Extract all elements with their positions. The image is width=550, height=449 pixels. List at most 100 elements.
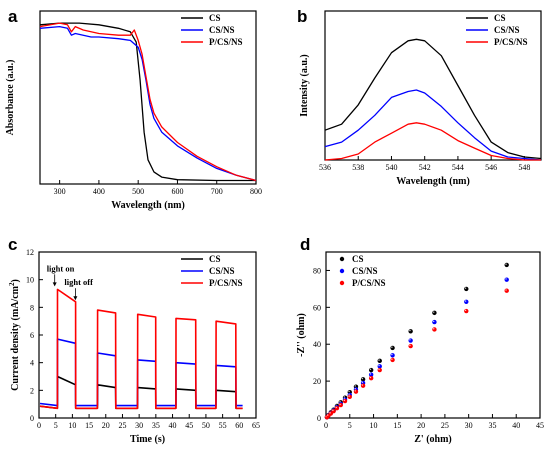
x-tick-label: 538 <box>352 163 364 172</box>
legend-label: CS <box>352 254 364 264</box>
legend-marker <box>339 268 345 274</box>
legend-label: CS/NS <box>209 25 235 35</box>
legend-marker <box>339 256 345 262</box>
data-point-highlight <box>343 396 346 398</box>
x-tick-label: 50 <box>202 421 210 430</box>
data-point <box>408 329 413 334</box>
x-tick-label: 35 <box>152 421 160 430</box>
panel-letter: d <box>300 235 310 254</box>
data-point-highlight <box>378 364 380 367</box>
x-tick-label: 35 <box>488 421 496 430</box>
x-tick-label: 542 <box>419 163 431 172</box>
data-point <box>390 357 395 363</box>
data-point-highlight <box>433 328 435 330</box>
panel-letter: b <box>297 7 307 26</box>
y-tick-label: 4 <box>30 359 34 368</box>
x-tick-label: 40 <box>512 421 520 430</box>
data-point <box>360 383 366 388</box>
data-point <box>464 299 469 304</box>
series-line-2 <box>39 22 257 182</box>
x-tick-label: 10 <box>68 421 76 430</box>
data-point-highlight <box>409 344 411 347</box>
data-point-highlight <box>409 339 411 341</box>
y-axis-label-close: ) <box>10 279 21 282</box>
data-point-highlight <box>464 300 467 302</box>
x-tick-label: 0 <box>37 421 41 430</box>
series-line-2 <box>324 122 541 161</box>
x-tick-label: 544 <box>452 163 464 172</box>
data-point <box>338 402 343 408</box>
x-tick-label: 800 <box>250 187 262 196</box>
data-point-highlight <box>378 359 380 361</box>
legend-label: P/CS/NS <box>209 278 243 288</box>
data-point-highlight <box>361 377 364 380</box>
legend-label: P/CS/NS <box>494 37 528 47</box>
x-tick-label: 548 <box>518 163 530 172</box>
data-point <box>377 367 382 373</box>
data-point <box>390 353 395 358</box>
data-point <box>331 408 336 414</box>
x-tick-label: 45 <box>536 421 544 430</box>
x-tick-label: 600 <box>171 187 183 196</box>
panel-letter: a <box>8 7 18 26</box>
data-point <box>377 358 382 364</box>
plot-frame <box>39 10 257 185</box>
data-point-highlight <box>354 390 356 392</box>
data-point-highlight <box>391 353 393 356</box>
data-point-highlight <box>369 368 372 371</box>
data-point <box>464 286 469 292</box>
data-point-highlight <box>354 388 356 390</box>
x-tick-label: 65 <box>252 421 260 430</box>
series-line-0 <box>39 22 256 182</box>
data-point-highlight <box>361 381 364 383</box>
panel-letter: c <box>8 235 17 254</box>
x-tick-label: 15 <box>85 421 93 430</box>
data-point-highlight <box>391 358 393 360</box>
x-axis-label: Wavelength (nm) <box>396 176 470 187</box>
data-point <box>342 398 348 404</box>
data-point-highlight <box>348 395 350 397</box>
x-tick-label: 500 <box>132 187 144 196</box>
panel-a: a 300 400 500 600 700 800 Wavelength (nm) Absorb… <box>5 7 262 211</box>
panel-d: d 0 5 10 15 20 25 30 35 40 45 0 20 40 60 80 Z' (ohm) -Z''… <box>296 235 544 445</box>
y-axis-label: -Z'' (ohm) <box>296 313 307 357</box>
data-point-highlight <box>505 278 507 280</box>
data-point-highlight <box>361 384 364 386</box>
x-tick-label: 400 <box>93 187 105 196</box>
x-axis-label: Z' (ohm) <box>414 434 452 445</box>
data-point <box>368 367 374 373</box>
x-tick-label: 30 <box>135 421 143 430</box>
annotation-label: light off <box>64 277 93 287</box>
y-tick-label: 60 <box>313 303 321 312</box>
data-point-highlight <box>505 289 507 291</box>
data-point-highlight <box>348 390 350 393</box>
x-axis-label: Time (s) <box>130 434 165 445</box>
y-tick-label: 2 <box>30 386 34 395</box>
annotation-arrowhead <box>73 296 78 301</box>
data-point <box>390 345 395 351</box>
y-axis-label: Current density (mA/cm2) <box>8 279 21 391</box>
y-axis-label-text: Current density (mA/cm <box>10 285 21 390</box>
y-axis-label: Intensity (a.u.) <box>299 54 310 117</box>
data-point-highlight <box>433 320 435 323</box>
data-point-highlight <box>343 399 346 402</box>
data-point <box>347 394 352 399</box>
data-point-highlight <box>369 373 372 375</box>
data-point <box>432 319 437 325</box>
x-tick-label: 536 <box>319 163 331 172</box>
y-axis-label-sup: 2 <box>8 282 16 286</box>
y-tick-label: 10 <box>26 276 34 285</box>
data-point-highlight <box>348 393 350 395</box>
data-point <box>504 262 509 268</box>
x-tick-label: 60 <box>235 421 243 430</box>
series-line-1 <box>39 25 257 182</box>
data-point-highlight <box>335 406 337 409</box>
y-tick-label: 40 <box>313 340 321 349</box>
x-tick-label: 5 <box>54 421 58 430</box>
data-point-highlight <box>433 311 435 313</box>
x-tick-label: 25 <box>118 421 126 430</box>
legend-label: CS <box>494 13 506 23</box>
annotation-arrowhead <box>52 282 57 287</box>
y-tick-label: 20 <box>313 377 321 386</box>
